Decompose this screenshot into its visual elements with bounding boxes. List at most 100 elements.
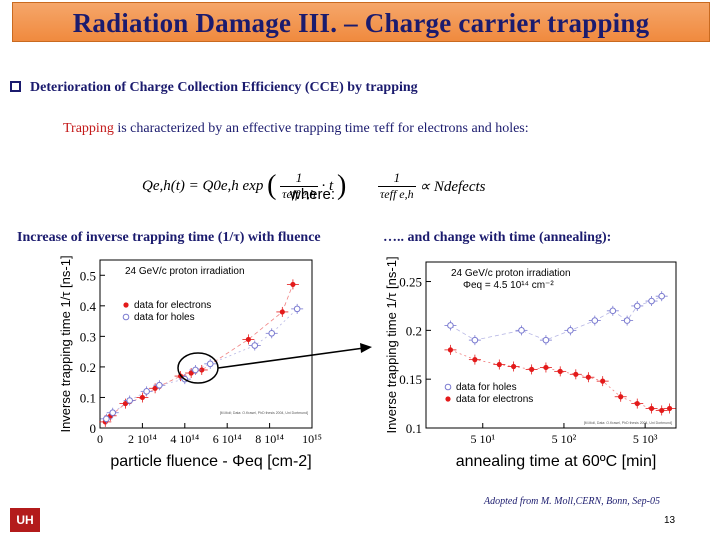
fluence-chart: 0 0.1 0.2 0.3 0.4 0.5 0 2 10¹⁴ 4 10¹⁴ 6 10¹⁴ 8 10¹… — [58, 255, 322, 470]
data-point — [511, 363, 517, 370]
data-point — [103, 415, 110, 423]
x-tick-label: 0 — [97, 432, 103, 446]
data-point — [206, 360, 214, 368]
data-point — [126, 397, 133, 404]
x-axis-label: particle fluence - Φeq [cm-2] — [110, 453, 311, 470]
data-point — [618, 394, 624, 400]
data-point — [268, 330, 276, 337]
formula-den: τeff e,h — [282, 187, 316, 201]
data-point — [600, 378, 606, 384]
legend-marker — [444, 383, 452, 391]
formula2-den: τeff e,h — [380, 187, 414, 201]
data-point — [623, 317, 631, 324]
data-point — [543, 364, 549, 371]
x-tick-label: 2 10¹⁴ — [128, 432, 157, 446]
formula-paren-open: ( — [267, 170, 277, 201]
legend-marker — [122, 313, 130, 321]
chart-annotation: 24 GeV/c proton irradiation — [451, 268, 571, 279]
y-tick-label: 0.1 — [406, 421, 422, 436]
data-point — [152, 385, 158, 391]
x-tick-label: 10¹⁵ — [302, 432, 322, 446]
legend-marker — [123, 302, 129, 308]
data-point — [542, 336, 550, 344]
bullet-text: Deterioration of Charge Collection Effic… — [30, 80, 418, 95]
y-tick-label: 0.5 — [80, 268, 96, 283]
caption-left: Increase of inverse trapping time (1/τ) … — [17, 230, 321, 245]
x-tick-label: 5 10¹ — [470, 432, 495, 446]
data-point — [648, 297, 655, 305]
page-number: 13 — [664, 515, 676, 526]
data-point — [122, 400, 129, 407]
data-point — [199, 367, 205, 373]
data-point — [557, 368, 563, 374]
data-point — [290, 281, 296, 288]
y-tick-label: 0.2 — [406, 323, 422, 338]
proportionality-formula: 1 τeff e,h ∝ Ndefects — [378, 170, 486, 202]
chart-footnote: [M.Moll; Data: O.Krasel, PhD thesis 2004… — [220, 411, 308, 415]
data-point — [529, 366, 535, 373]
chart-annotation-fluence: Φeq = 4.5 10¹⁴ cm⁻² — [463, 280, 554, 291]
data-point — [156, 381, 163, 389]
data-point — [591, 317, 599, 324]
data-point — [471, 336, 479, 344]
legend-label: data for holes — [456, 382, 517, 393]
x-tick-label: 5 10² — [552, 432, 577, 446]
data-point — [293, 305, 301, 313]
data-point — [573, 371, 579, 377]
data-point — [585, 374, 591, 380]
where-label: where: — [290, 186, 336, 203]
formula-lhs: Qe,h(t) = Q0e,h exp — [142, 177, 264, 194]
checkbox-bullet-icon — [10, 81, 21, 92]
data-point — [109, 409, 117, 417]
data-point — [567, 327, 574, 334]
formula-fraction: 1 τeff e,h — [280, 170, 318, 202]
trapping-definition: Trapping is characterized by an effectiv… — [63, 121, 529, 137]
data-point — [251, 342, 259, 349]
data-point — [447, 347, 454, 353]
data-point — [518, 327, 525, 334]
data-point — [648, 405, 655, 412]
data-point — [634, 400, 640, 407]
connector-arrow — [217, 347, 365, 369]
formula-num: 1 — [280, 170, 318, 187]
data-point — [447, 322, 454, 329]
arrow-head-icon — [360, 343, 372, 353]
x-tick-label: 5 10³ — [633, 432, 658, 446]
bullet-row: Deterioration of Charge Collection Effic… — [10, 80, 418, 96]
y-tick-label: 0.1 — [80, 390, 96, 405]
data-point — [609, 307, 617, 315]
annealing-chart: 0.1 0.15 0.2 0.25 5 10¹ 5 10² 5 10³ annealing t… — [384, 256, 677, 470]
x-tick-label: 4 10¹⁴ — [170, 432, 199, 446]
chart-annotation: 24 GeV/c proton irradiation — [125, 266, 245, 277]
x-tick-label: 6 10¹⁴ — [213, 432, 242, 446]
data-point — [139, 394, 145, 401]
formula2-num: 1 — [378, 170, 416, 187]
data-point — [659, 407, 665, 414]
formula-paren-close: ) — [336, 170, 347, 201]
data-point — [245, 336, 251, 343]
data-point — [633, 302, 641, 310]
legend-label: data for holes — [134, 312, 195, 323]
y-tick-label: 0.25 — [399, 275, 422, 290]
x-tick-label: 8 10¹⁴ — [255, 432, 284, 446]
data-point — [279, 309, 285, 315]
y-axis-label: Inverse trapping time 1/τ [ns-1] — [384, 256, 399, 433]
slide-title-bar: Radiation Damage III. – Charge carrier t… — [12, 2, 710, 42]
legend-label: data for electrons — [134, 300, 211, 311]
y-tick-label: 0 — [90, 421, 97, 436]
y-tick-label: 0.4 — [80, 299, 97, 314]
formula2-rhs: ∝ Ndefects — [419, 178, 486, 195]
data-point — [472, 357, 478, 363]
credit-text: Adopted from M. Moll,CERN, Bonn, Sep-05 — [484, 496, 660, 507]
data-point — [188, 370, 194, 376]
formula2-fraction: 1 τeff e,h — [378, 170, 416, 202]
data-point — [496, 361, 502, 368]
legend-marker — [445, 396, 451, 402]
plot-frame — [425, 261, 677, 429]
y-tick-label: 0.3 — [80, 329, 96, 344]
slide-title: Radiation Damage III. – Charge carrier t… — [72, 8, 650, 38]
series-trend-line — [450, 349, 670, 411]
trapping-definition-text: is characterized by an effective trappin… — [113, 121, 529, 136]
y-tick-label: 0.15 — [399, 372, 422, 387]
